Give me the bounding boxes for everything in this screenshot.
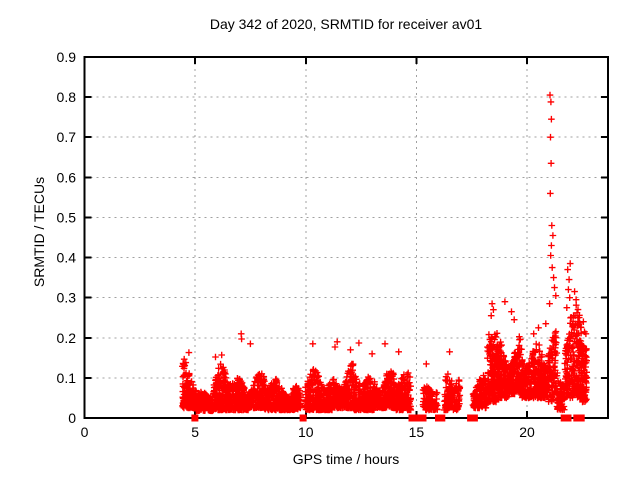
chart-title: Day 342 of 2020, SRMTID for receiver av0… xyxy=(209,16,483,32)
y-tick-label: 0.1 xyxy=(57,370,77,386)
y-tick-label: 0.9 xyxy=(57,49,77,65)
dense-segment-points xyxy=(350,372,378,414)
y-tick-label: 0.5 xyxy=(57,209,77,225)
zero-square-marker xyxy=(577,414,585,422)
dense-segment-points xyxy=(261,375,304,414)
y-tick-label: 0 xyxy=(68,410,76,426)
y-tick-label: 0.6 xyxy=(57,169,77,185)
x-tick-label: 20 xyxy=(519,424,535,440)
zero-square-marker xyxy=(408,414,416,422)
zero-square-marker xyxy=(299,414,307,422)
dense-segment-points xyxy=(329,360,357,412)
x-axis-title: GPS time / hours xyxy=(292,451,400,467)
zero-square-marker xyxy=(560,414,568,422)
zero-markers xyxy=(191,414,585,422)
zero-square-marker xyxy=(414,414,421,422)
y-tick-label: 0.8 xyxy=(57,89,77,105)
zero-square-marker xyxy=(191,414,199,422)
zero-square-marker xyxy=(564,414,572,422)
dense-segment-points xyxy=(518,340,552,402)
y-tick-label: 0.7 xyxy=(57,129,77,145)
y-tick-label: 0.3 xyxy=(57,290,77,306)
dense-segment-points xyxy=(193,388,217,415)
dense-segment-points xyxy=(301,366,336,414)
dense-segment-points xyxy=(505,333,525,398)
x-tick-label: 5 xyxy=(191,424,199,440)
dense-segment-points xyxy=(392,369,415,414)
scatter-points xyxy=(179,91,590,415)
x-tick-label: 15 xyxy=(409,424,425,440)
zero-square-marker xyxy=(573,414,581,422)
dense-segment-points xyxy=(419,383,441,414)
zero-square-marker xyxy=(467,414,475,422)
dense-segment-points xyxy=(560,314,576,402)
x-tick-label: 10 xyxy=(298,424,314,440)
y-tick-label: 0.2 xyxy=(57,330,77,346)
grid-lines xyxy=(84,57,608,418)
high-points xyxy=(185,91,590,368)
dense-segment-points xyxy=(578,341,590,406)
zero-square-marker xyxy=(470,414,478,422)
plot-border xyxy=(83,56,609,419)
dense-segment-points xyxy=(440,370,464,414)
tick-labels: 0 5 10 15 20 0 0.1 0.2 0.3 0.4 0.5 0.6 0.7 0.8 0.9 xyxy=(57,49,535,440)
y-tick-label: 0.4 xyxy=(57,250,77,266)
zero-square-marker xyxy=(419,414,427,422)
zero-square-marker xyxy=(438,414,446,422)
dense-segment-points xyxy=(223,375,252,414)
x-tick-label: 0 xyxy=(81,424,89,440)
